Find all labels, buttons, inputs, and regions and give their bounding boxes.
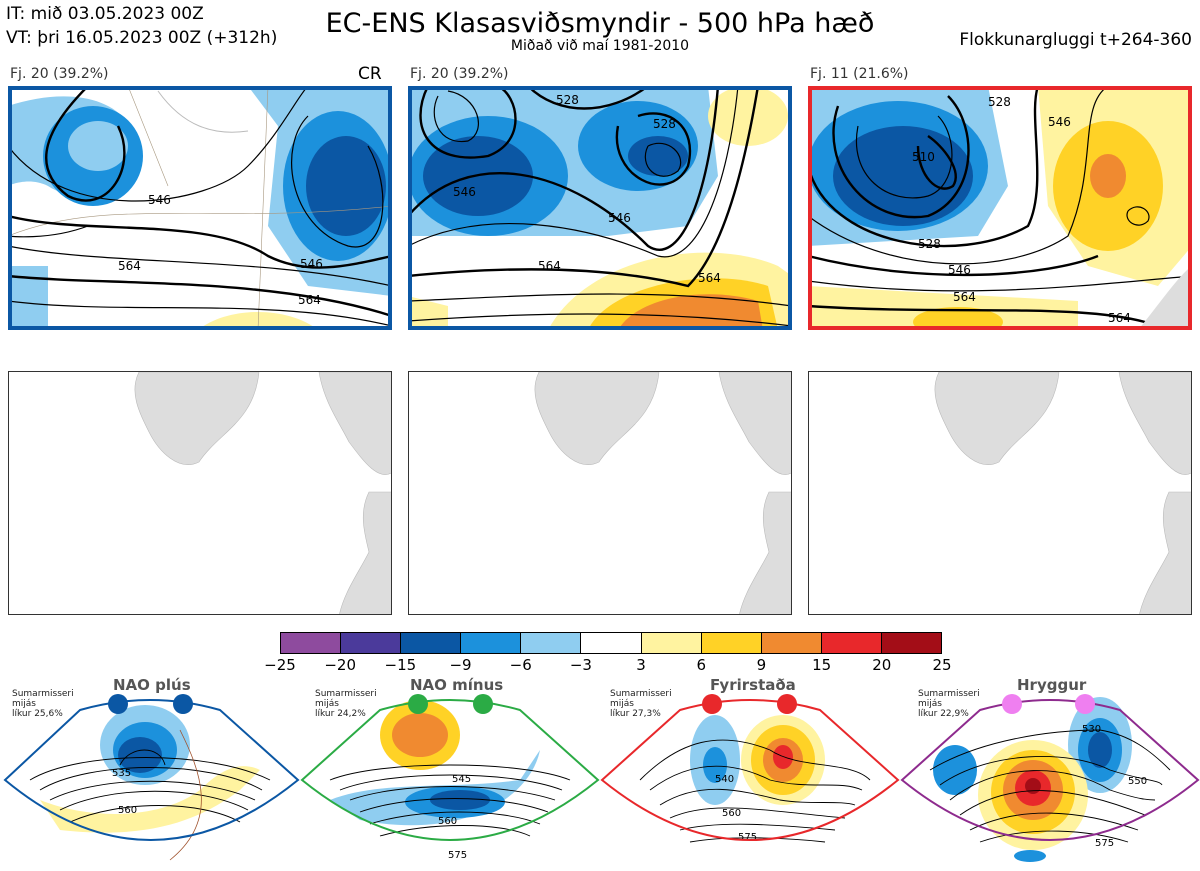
colorbar-tick-label: −25 xyxy=(264,656,296,674)
header-info: IT: mið 03.05.2023 00Z VT: þri 16.05.202… xyxy=(6,2,277,50)
contour-label-564b: 564 xyxy=(1108,311,1131,325)
contour-label-564: 564 xyxy=(538,259,561,273)
colorbar-segment xyxy=(281,633,342,653)
contour-label-510: 510 xyxy=(912,150,935,164)
colorbar-segment xyxy=(461,633,522,653)
fan-label-530: 530 xyxy=(1082,724,1101,735)
contour-label-528b: 528 xyxy=(918,237,941,251)
contour-label-564: 564 xyxy=(953,290,976,304)
fan-label-540: 540 xyxy=(715,774,734,785)
fan-label-575: 575 xyxy=(1095,838,1114,849)
contour-label-528: 528 xyxy=(988,95,1011,109)
colorbar-tick-label: 20 xyxy=(872,656,892,674)
panel-2-label: Fj. 20 (39.2%) xyxy=(410,66,509,82)
regime-title-nao-plus: NAO plús xyxy=(113,676,191,694)
colorbar-segment xyxy=(821,633,882,653)
contour-label-546b: 546 xyxy=(948,263,971,277)
regime-title-ridge: Hryggur xyxy=(1017,676,1087,694)
regime-note-nao-plus: Sumarmisseri mijás líkur 25,6% xyxy=(12,689,74,719)
anomaly-colorbar xyxy=(280,632,942,654)
panel-1-marker: CR xyxy=(358,64,382,84)
contour-label-564b: 564 xyxy=(298,293,321,307)
regime-title-blocking: Fyrirstaða xyxy=(710,676,796,694)
colorbar-tick-label: −6 xyxy=(509,656,532,674)
regime-fan-ridge: 530 550 575 xyxy=(900,694,1200,862)
colorbar-tick-label: 15 xyxy=(812,656,832,674)
contour-label-546b: 546 xyxy=(608,211,631,225)
regime-title-nao-minus: NAO mínus xyxy=(410,676,504,694)
member-map-1[interactable] xyxy=(8,371,392,615)
page-subtitle: Miðað við maí 1981-2010 xyxy=(510,38,690,54)
fan-label-575: 575 xyxy=(448,850,467,861)
contour-label-546: 546 xyxy=(453,185,476,199)
regime-note-ridge: Sumarmisseri mijás líkur 22,9% xyxy=(918,689,980,719)
contour-label-564b: 564 xyxy=(698,271,721,285)
fan-label-560: 560 xyxy=(722,808,741,819)
member-map-3[interactable] xyxy=(808,371,1192,615)
colorbar-tick-label: 25 xyxy=(932,656,952,674)
colorbar-segment xyxy=(581,633,642,653)
fan-label-550: 550 xyxy=(1128,776,1147,787)
cluster-map-2[interactable]: 528 528 546 546 564 564 xyxy=(408,86,792,330)
cluster-map-1[interactable]: 546 564 546 564 xyxy=(8,86,392,330)
regime-fan-blocking: 540 560 575 xyxy=(600,694,900,843)
colorbar-tick-label: −9 xyxy=(449,656,472,674)
colorbar-segment xyxy=(521,633,582,653)
colorbar-tick-label: 9 xyxy=(756,656,767,674)
contour-label-564: 564 xyxy=(118,259,141,273)
colorbar-tick-label: 3 xyxy=(636,656,646,674)
valid-time: VT: þri 16.05.2023 00Z (+312h) xyxy=(6,28,278,48)
regime-fan-nao-plus: 535 560 xyxy=(3,694,300,861)
regime-note-blocking: Sumarmisseri mijás líkur 27,3% xyxy=(610,689,672,719)
contour-label-546: 546 xyxy=(148,193,171,207)
colorbar-tick-label: −3 xyxy=(569,656,592,674)
contour-label-528: 528 xyxy=(556,93,579,107)
fan-label-545: 545 xyxy=(452,774,471,785)
member-map-2[interactable] xyxy=(408,371,792,615)
colorbar-tick-label: 6 xyxy=(696,656,707,674)
colorbar-segment xyxy=(701,633,762,653)
regime-fans: 535 560 545 560 575 xyxy=(3,694,1200,862)
colorbar-tick-label: −15 xyxy=(384,656,417,674)
initial-time: IT: mið 03.05.2023 00Z xyxy=(6,4,204,24)
page-title: EC-ENS Klasasviðsmyndir - 500 hPa hæð xyxy=(325,8,875,39)
colorbar-segment xyxy=(401,633,462,653)
colorbar-tick-label: −20 xyxy=(324,656,356,674)
fan-label-560: 560 xyxy=(438,816,457,827)
colorbar-segment xyxy=(881,633,942,653)
fan-label-575: 575 xyxy=(738,832,757,843)
cluster-map-3[interactable]: 528 510 546 528 546 564 564 xyxy=(808,86,1192,330)
regime-note-nao-minus: Sumarmisseri mijás líkur 24,2% xyxy=(315,689,377,719)
contour-label-546b: 546 xyxy=(300,257,323,271)
colorbar-segment xyxy=(341,633,402,653)
colorbar-segment xyxy=(761,633,822,653)
classification-window: Flokkunargluggi t+264-360 xyxy=(959,30,1192,50)
fan-label-560: 560 xyxy=(118,805,137,816)
contour-label-546: 546 xyxy=(1048,115,1071,129)
regime-fan-nao-minus: 545 560 575 xyxy=(300,694,600,861)
panel-3-label: Fj. 11 (21.6%) xyxy=(810,66,909,82)
fan-label-535: 535 xyxy=(112,768,131,779)
colorbar-segment xyxy=(641,633,702,653)
panel-1-label: Fj. 20 (39.2%) xyxy=(10,66,109,82)
contour-label-528b: 528 xyxy=(653,117,676,131)
